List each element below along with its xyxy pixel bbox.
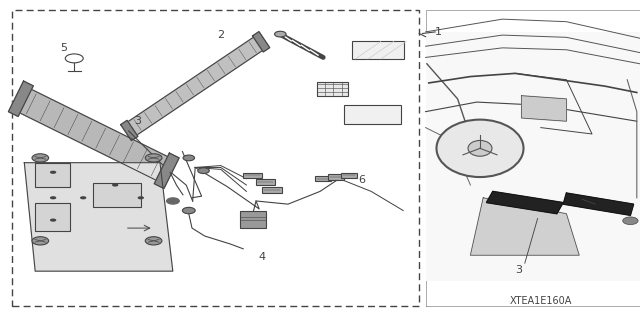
Bar — [256, 179, 275, 185]
Bar — [35, 203, 70, 231]
Circle shape — [80, 196, 86, 199]
Circle shape — [145, 237, 162, 245]
Bar — [35, 163, 70, 187]
Ellipse shape — [275, 31, 286, 37]
Polygon shape — [8, 81, 33, 116]
Bar — [426, 32, 640, 281]
Bar — [341, 173, 357, 178]
Text: 3: 3 — [515, 264, 522, 275]
Circle shape — [50, 171, 56, 174]
Circle shape — [50, 219, 56, 222]
Polygon shape — [154, 153, 179, 189]
Bar — [12, 10, 419, 306]
Polygon shape — [19, 89, 169, 181]
Bar — [317, 82, 348, 96]
Text: 6: 6 — [358, 175, 365, 185]
Bar — [328, 174, 344, 180]
Text: 5: 5 — [61, 43, 67, 53]
Ellipse shape — [436, 120, 524, 177]
Text: 4: 4 — [259, 252, 266, 262]
Bar — [93, 183, 141, 207]
Circle shape — [166, 198, 179, 204]
Circle shape — [145, 154, 162, 162]
Bar — [262, 187, 282, 193]
Circle shape — [32, 154, 49, 162]
Bar — [243, 173, 262, 178]
Circle shape — [182, 207, 195, 214]
Text: 3: 3 — [134, 116, 141, 126]
Polygon shape — [253, 32, 269, 52]
Polygon shape — [563, 193, 634, 215]
Bar — [240, 211, 266, 228]
Bar — [344, 105, 401, 124]
Text: 1: 1 — [435, 27, 442, 37]
Text: 2: 2 — [595, 201, 602, 211]
Circle shape — [112, 183, 118, 187]
Text: XTEA1E160A: XTEA1E160A — [509, 296, 572, 307]
Circle shape — [183, 155, 195, 161]
Polygon shape — [470, 198, 579, 255]
Polygon shape — [522, 96, 566, 121]
Circle shape — [198, 168, 209, 174]
Polygon shape — [121, 120, 138, 141]
Circle shape — [138, 196, 144, 199]
Bar — [315, 176, 332, 181]
Circle shape — [32, 237, 49, 245]
Text: 2: 2 — [217, 30, 225, 40]
Circle shape — [623, 217, 638, 225]
Circle shape — [50, 196, 56, 199]
Ellipse shape — [468, 140, 492, 156]
Bar — [352, 41, 404, 59]
Polygon shape — [24, 163, 173, 271]
Polygon shape — [486, 191, 563, 214]
Polygon shape — [127, 36, 264, 136]
